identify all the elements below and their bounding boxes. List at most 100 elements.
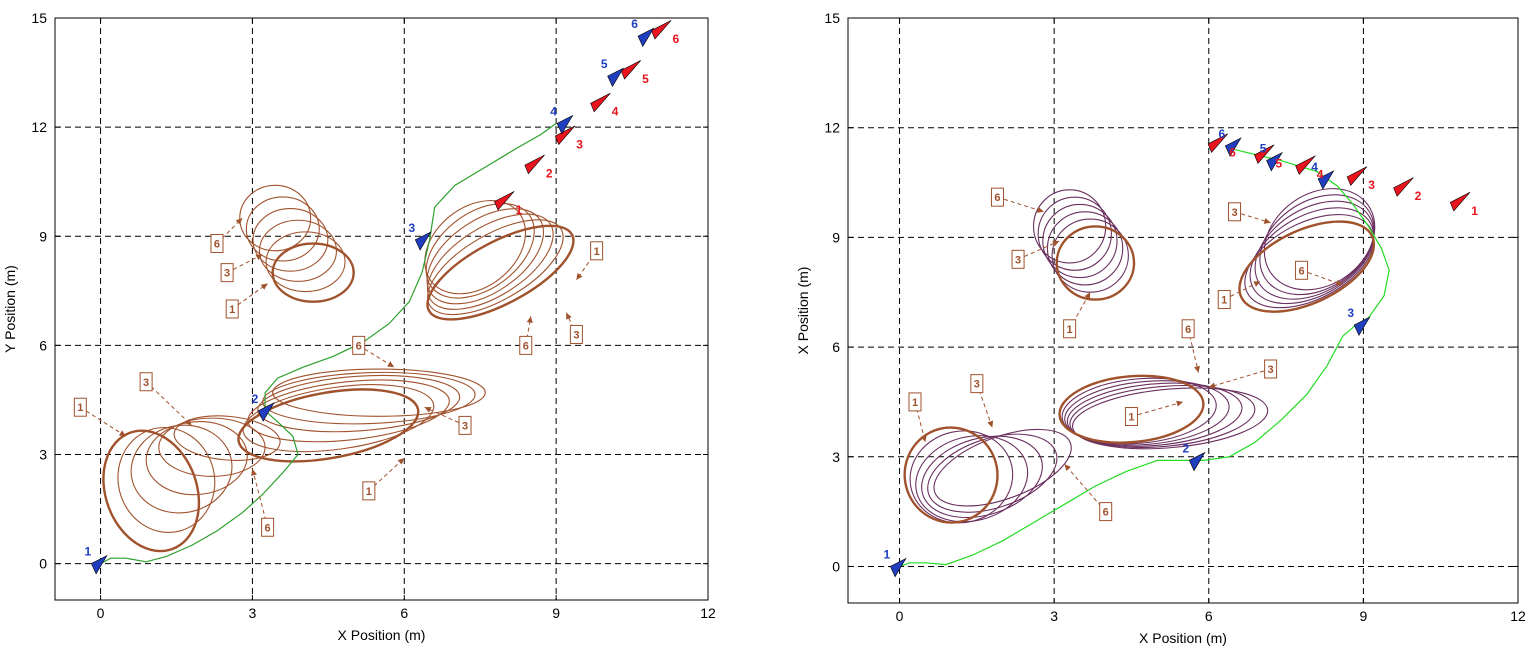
annotation-label: 1	[594, 246, 600, 258]
vehicle-marker	[1353, 316, 1371, 337]
annotation-arrowhead	[566, 312, 572, 320]
target-marker	[494, 191, 515, 211]
annotation-box	[1011, 249, 1025, 269]
obstacle-3	[1032, 189, 1136, 301]
target-marker	[1449, 192, 1471, 212]
vehicle-label: 6	[1219, 127, 1226, 141]
target-marker	[1393, 177, 1414, 197]
obstacle-ellipse	[258, 219, 337, 282]
annotation-box	[139, 372, 153, 392]
vehicle-marker	[90, 554, 108, 575]
obstacle-ellipse	[1069, 385, 1256, 449]
vehicle-label: 2	[252, 392, 259, 406]
vehicle-marker	[1224, 137, 1242, 157]
annotation-box	[990, 187, 1004, 207]
annotation-box	[220, 263, 234, 283]
annotation-arrow	[1131, 401, 1184, 418]
annotation-arrowhead	[235, 218, 243, 225]
y-tick-label: 6	[832, 339, 840, 355]
x-tick-label: 0	[896, 608, 904, 624]
vehicle-marker	[257, 402, 275, 422]
obstacle-ellipse	[915, 435, 1029, 523]
annotation-arrow	[80, 406, 127, 437]
target-label: 1	[516, 203, 523, 217]
annotation-label: 6	[1185, 324, 1191, 336]
obstacle-ellipse	[1249, 207, 1375, 305]
vehicle-label: 3	[1347, 306, 1354, 320]
annotation-arrow	[145, 381, 193, 426]
obstacle-3	[239, 184, 355, 303]
obstacle-ellipse	[237, 388, 420, 463]
target-label: 3	[1368, 178, 1375, 192]
vehicle-marker	[414, 231, 432, 251]
vehicle-label: 4	[550, 104, 557, 118]
annotation-arrowhead	[1335, 279, 1343, 286]
y-tick-label: 3	[39, 447, 47, 463]
obstacle-ellipse	[903, 426, 999, 524]
vehicle-label: 2	[1182, 441, 1189, 455]
annotation-label: 3	[224, 268, 230, 280]
plot-area	[55, 18, 708, 600]
target-marker	[650, 20, 672, 40]
obstacle-ellipse	[1046, 211, 1124, 286]
annotation-label: 6	[214, 239, 220, 251]
vehicle-label: 1	[884, 547, 891, 561]
obstacle-ellipse	[265, 231, 346, 293]
annotation-arrowhead	[397, 458, 405, 465]
obstacle-ellipse	[1055, 225, 1136, 301]
annotation-box	[362, 481, 376, 501]
annotation-arrowhead	[1194, 365, 1200, 373]
annotation-arrowhead	[1176, 400, 1183, 407]
annotation-label: 6	[265, 522, 271, 534]
x-tick-label: 0	[97, 605, 105, 621]
obstacle-4	[1238, 188, 1376, 313]
obstacle-ellipse	[145, 421, 248, 496]
annotation-box	[590, 241, 604, 261]
vehicle-label: 4	[1311, 160, 1318, 174]
annotation-label: 1	[1221, 295, 1227, 307]
annotation-box	[1264, 359, 1278, 379]
target-label: 4	[612, 105, 619, 119]
target-label: 4	[1317, 167, 1324, 181]
y-tick-label: 0	[832, 558, 840, 574]
obstacle-ellipse	[130, 424, 233, 514]
obstacle-ellipse	[245, 196, 320, 262]
y-tick-label: 15	[31, 10, 47, 26]
annotation-arrowhead	[576, 272, 583, 280]
annotation-arrowhead	[1036, 206, 1044, 213]
axes-frame	[54, 17, 709, 601]
obstacle-ellipse	[426, 224, 575, 321]
annotation-label: 1	[1067, 324, 1073, 336]
annotation-label: 1	[912, 397, 918, 409]
annotation-arrowhead	[1064, 464, 1071, 471]
obstacle-ellipse	[1066, 382, 1243, 447]
obstacle-2	[237, 368, 486, 463]
annotation-box	[908, 392, 922, 412]
annotation-arrowhead	[1052, 240, 1060, 247]
obstacle-ellipse	[271, 242, 355, 303]
obstacle-ellipse	[252, 208, 329, 272]
annotation-box	[458, 415, 472, 435]
annotation-arrowhead	[1084, 292, 1091, 300]
y-tick-label: 6	[39, 337, 47, 353]
target-label: 3	[576, 137, 583, 151]
annotation-label: 6	[1298, 265, 1304, 277]
obstacle-ellipse	[1238, 220, 1376, 313]
annotation-label: 6	[994, 192, 1000, 204]
annotation-label: 6	[1103, 507, 1109, 519]
annotation-label: 6	[523, 340, 529, 352]
obstacle-ellipse	[1037, 196, 1112, 271]
obstacle-ellipse	[272, 368, 486, 417]
annotation-box	[225, 299, 239, 319]
obstacle-ellipse	[1263, 188, 1376, 291]
annotation-label: 3	[974, 379, 980, 391]
x-tick-label: 3	[1050, 608, 1058, 624]
annotation-box	[210, 234, 224, 254]
annotation-arrowhead	[185, 418, 192, 426]
annotation-arrow	[424, 406, 466, 426]
annotation-arrowhead	[118, 430, 126, 437]
obstacle-ellipse	[1071, 387, 1269, 450]
target-label: 1	[1471, 204, 1478, 218]
y-tick-label: 3	[832, 449, 840, 465]
